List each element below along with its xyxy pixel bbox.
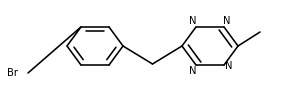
Text: Br: Br bbox=[7, 68, 18, 78]
Text: N: N bbox=[225, 61, 233, 71]
Text: N: N bbox=[189, 66, 197, 76]
Text: N: N bbox=[223, 16, 231, 26]
Text: N: N bbox=[189, 16, 197, 26]
